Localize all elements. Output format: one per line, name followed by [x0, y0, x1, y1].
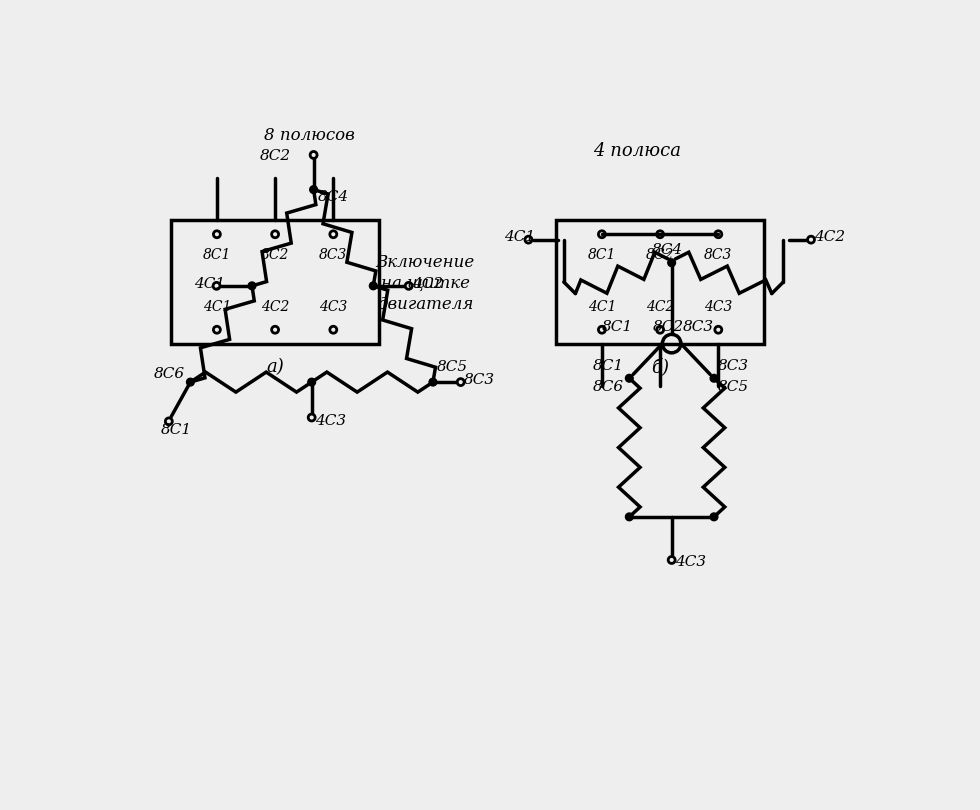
Text: 8С6: 8С6	[154, 368, 184, 382]
Text: Включение: Включение	[375, 254, 475, 271]
Text: 4С2: 4С2	[412, 276, 443, 291]
Circle shape	[710, 513, 718, 521]
Text: 8С3: 8С3	[704, 248, 732, 262]
Text: 4С3: 4С3	[316, 414, 347, 428]
Text: 4С1: 4С1	[203, 300, 231, 313]
Circle shape	[667, 259, 675, 266]
Text: двигателя: двигателя	[377, 296, 473, 313]
Text: 8С5: 8С5	[717, 381, 749, 394]
Circle shape	[369, 282, 377, 290]
Text: 4 полюса: 4 полюса	[593, 142, 681, 160]
Text: 4С2: 4С2	[261, 300, 289, 313]
Text: 8С1: 8С1	[602, 320, 633, 334]
Circle shape	[310, 185, 318, 194]
Circle shape	[429, 378, 437, 386]
Text: 4С1: 4С1	[588, 300, 616, 313]
Text: 4С3: 4С3	[704, 300, 732, 313]
Circle shape	[710, 374, 718, 382]
Text: 8С3: 8С3	[683, 320, 714, 334]
Text: 8С4: 8С4	[653, 244, 683, 258]
Bar	[557, 220, 764, 343]
Text: 8С3: 8С3	[717, 359, 749, 373]
Text: 8С2: 8С2	[646, 248, 674, 262]
Circle shape	[248, 282, 256, 290]
Text: на щитке: на щитке	[381, 275, 469, 292]
Text: 8С2: 8С2	[261, 248, 289, 262]
Bar	[172, 220, 379, 343]
Text: 4С3: 4С3	[319, 300, 348, 313]
Text: 8С2: 8С2	[653, 320, 684, 334]
Circle shape	[625, 513, 633, 521]
Circle shape	[186, 378, 194, 386]
Text: 8С4: 8С4	[318, 190, 349, 204]
Text: б): б)	[651, 358, 669, 376]
Text: 4С1: 4С1	[194, 276, 225, 291]
Text: 4С2: 4С2	[814, 230, 845, 245]
Text: 8С1: 8С1	[203, 248, 231, 262]
Circle shape	[308, 378, 316, 386]
Text: 8С2: 8С2	[260, 150, 290, 164]
Text: 4С2: 4С2	[646, 300, 674, 313]
Text: а): а)	[267, 358, 284, 376]
Text: 4С1: 4С1	[504, 230, 535, 245]
Text: 8С6: 8С6	[592, 381, 623, 394]
Text: 8 полюсов: 8 полюсов	[265, 127, 355, 144]
Text: 8С3: 8С3	[464, 373, 495, 387]
Text: 8С1: 8С1	[161, 423, 192, 437]
Text: 8С3: 8С3	[319, 248, 348, 262]
Text: 8С5: 8С5	[437, 360, 467, 373]
Text: 8С1: 8С1	[588, 248, 616, 262]
Text: 4С3: 4С3	[675, 555, 707, 569]
Circle shape	[625, 374, 633, 382]
Text: 8С1: 8С1	[592, 359, 623, 373]
